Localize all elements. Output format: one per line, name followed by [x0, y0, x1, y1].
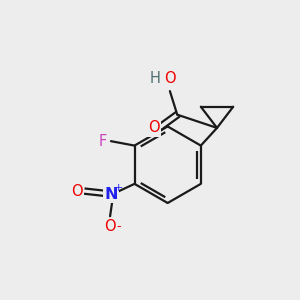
Text: O: O [104, 219, 116, 234]
Text: O: O [148, 120, 160, 135]
Text: +: + [114, 183, 124, 193]
Text: O: O [164, 71, 176, 86]
Text: -: - [116, 220, 121, 233]
Text: N: N [104, 187, 118, 202]
Text: O: O [71, 184, 83, 199]
Text: H: H [149, 71, 160, 86]
Text: F: F [99, 134, 107, 149]
